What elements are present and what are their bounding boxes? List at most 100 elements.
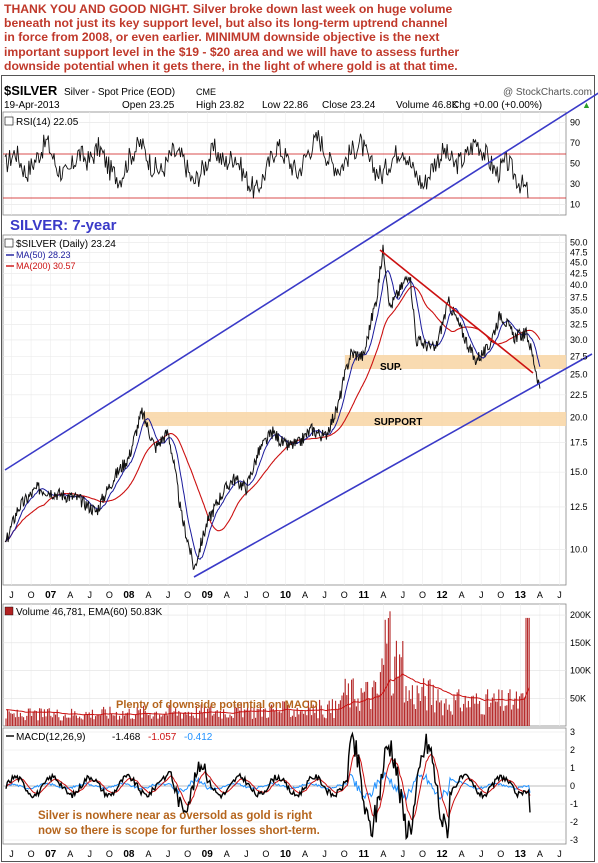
sup-zone-band bbox=[345, 355, 566, 369]
date-tick-label: J bbox=[88, 849, 93, 859]
date-tick-label: O bbox=[497, 849, 504, 859]
price-tick-label: 10.0 bbox=[570, 544, 588, 554]
high-label: High 23.82 bbox=[196, 100, 245, 111]
macd-date-axis: J O 07 A J O 08 A J O 09 A J O 10 A J O 11 A J O 12 A J O 13 A J bbox=[9, 849, 561, 860]
date-tick-label: O bbox=[28, 849, 35, 859]
instrument-name: Silver - Spot Price (EOD) bbox=[64, 87, 175, 98]
date-label: 19-Apr-2013 bbox=[4, 100, 60, 111]
headline-commentary: THANK YOU AND GOOD NIGHT. Silver broke d… bbox=[4, 2, 594, 74]
close-label: Close 23.24 bbox=[322, 100, 376, 111]
rsi-panel: 90 70 50 30 10 RSI(14) 22.05 bbox=[2, 111, 580, 216]
date-tick-label: O bbox=[262, 849, 269, 859]
date-tick-label: O bbox=[262, 590, 269, 600]
macd-signal-value: -1.057 bbox=[148, 732, 177, 743]
date-tick-label: A bbox=[67, 849, 73, 859]
date-tick-label: 11 bbox=[358, 849, 369, 860]
date-tick-label: 07 bbox=[45, 849, 57, 860]
exchange-label: CME bbox=[196, 87, 216, 97]
date-tick-label: A bbox=[459, 849, 465, 859]
price-tick-label: 25.0 bbox=[570, 370, 588, 380]
volume-tick-label: 150K bbox=[570, 638, 591, 648]
price-axis-labels: 50.047.545.042.5 40.0 37.5 35.0 32.5 30.0 27.5… bbox=[570, 237, 588, 554]
macd-axis-labels: 3 2 1 0 -1 -2 -3 bbox=[570, 727, 578, 845]
date-tick-label: A bbox=[537, 849, 543, 859]
macd-histogram-line bbox=[5, 771, 531, 802]
date-tick-label: J bbox=[166, 849, 171, 859]
date-tick-label: A bbox=[146, 590, 152, 600]
volume-tick-label: 100K bbox=[570, 666, 591, 676]
price-tick-label: 40.0 bbox=[570, 280, 588, 290]
date-tick-label: A bbox=[380, 590, 386, 600]
date-tick-label: J bbox=[401, 590, 406, 600]
price-tick-label: 32.5 bbox=[570, 320, 588, 330]
rsi-series-line bbox=[4, 130, 529, 199]
date-tick-label: J bbox=[9, 849, 14, 859]
date-tick-label: 09 bbox=[202, 849, 214, 860]
low-label: Low 22.86 bbox=[262, 100, 309, 111]
date-tick-label: 11 bbox=[358, 590, 369, 601]
price-tick-label: 27.5 bbox=[570, 352, 588, 362]
ma200-line bbox=[4, 286, 541, 543]
macd-tick-label: -3 bbox=[570, 835, 578, 845]
date-tick-label: A bbox=[224, 590, 230, 600]
volume-axis-labels: 200K 150K 100K 50K bbox=[570, 610, 591, 703]
stockcharts-credit: @ StockCharts.com bbox=[503, 87, 592, 98]
price-tick-label: 17.5 bbox=[570, 438, 588, 448]
volume-annotation: Plenty of downside potential on MACD bbox=[116, 699, 318, 711]
rsi-tick-label: 50 bbox=[570, 159, 580, 169]
date-tick-label: J bbox=[244, 590, 249, 600]
price-plot-area bbox=[2, 234, 567, 586]
date-tick-label: 12 bbox=[436, 849, 448, 860]
price-tick-label: 37.5 bbox=[570, 292, 588, 302]
rsi-axis-labels: 90 70 50 30 10 bbox=[570, 117, 580, 209]
date-tick-label: O bbox=[184, 849, 191, 859]
date-tick-label: 08 bbox=[123, 590, 135, 601]
price-tick-label: 50.0 bbox=[570, 237, 588, 247]
macd-tick-label: -2 bbox=[570, 817, 578, 827]
downtrend-line bbox=[379, 249, 534, 374]
price-tick-label: 22.5 bbox=[570, 390, 588, 400]
date-tick-label: J bbox=[88, 590, 93, 600]
date-tick-label: J bbox=[479, 849, 484, 859]
date-tick-label: O bbox=[28, 590, 35, 600]
date-tick-label: 10 bbox=[280, 590, 292, 601]
date-tick-label: O bbox=[184, 590, 191, 600]
date-tick-label: A bbox=[537, 590, 543, 600]
ma200-legend-label: MA(200) 30.57 bbox=[16, 261, 76, 271]
rsi-legend-swatch bbox=[4, 116, 14, 126]
date-tick-label: A bbox=[302, 590, 308, 600]
macd-tick-label: -1 bbox=[570, 799, 578, 809]
price-tick-label: 42.5 bbox=[570, 268, 588, 278]
date-tick-label: J bbox=[166, 590, 171, 600]
price-date-axis: J O 07 A J O 08 A J O 09 A J O 10 A J O 11 A J O 12 A J O 13 A J bbox=[9, 590, 561, 601]
price-panel: SUP. SUPPORT SILVER: 7-year $SILVER (Dai… bbox=[2, 92, 598, 601]
date-tick-label: J bbox=[557, 590, 562, 600]
channel-upper-line bbox=[4, 92, 598, 471]
macd-line bbox=[5, 731, 531, 841]
macd-title: MACD(12,26,9) bbox=[16, 732, 85, 743]
macd-tick-label: 3 bbox=[570, 727, 575, 737]
date-tick-label: O bbox=[106, 590, 113, 600]
date-tick-label: A bbox=[380, 849, 386, 859]
volume-bars bbox=[5, 611, 530, 726]
change-label: Chg +0.00 (+0.00%) bbox=[452, 100, 542, 111]
date-tick-label: O bbox=[106, 849, 113, 859]
price-legend-swatch bbox=[4, 238, 14, 248]
macd-annotation-line: Silver is nowhere near as oversold as go… bbox=[38, 810, 312, 822]
date-tick-label: 13 bbox=[515, 590, 527, 601]
volume-legend-swatch bbox=[4, 606, 14, 616]
date-tick-label: A bbox=[302, 849, 308, 859]
price-tick-label: 45.0 bbox=[570, 258, 588, 268]
headline-line: downside potential when it gets there, i… bbox=[4, 58, 458, 73]
headline-line: important support level in the $19 - $20… bbox=[4, 44, 460, 59]
macd-histogram-value: -0.412 bbox=[184, 732, 213, 743]
volume-title: Volume 46,781, EMA(60) 50.83K bbox=[16, 607, 163, 618]
rsi-tick-label: 10 bbox=[570, 200, 580, 210]
ma50-legend-label: MA(50) 28.23 bbox=[16, 250, 71, 260]
date-tick-label: A bbox=[459, 590, 465, 600]
price-tick-label: 15.0 bbox=[570, 467, 588, 477]
open-label: Open 23.25 bbox=[122, 100, 175, 111]
support-label: SUPPORT bbox=[374, 417, 422, 428]
date-tick-label: O bbox=[341, 849, 348, 859]
